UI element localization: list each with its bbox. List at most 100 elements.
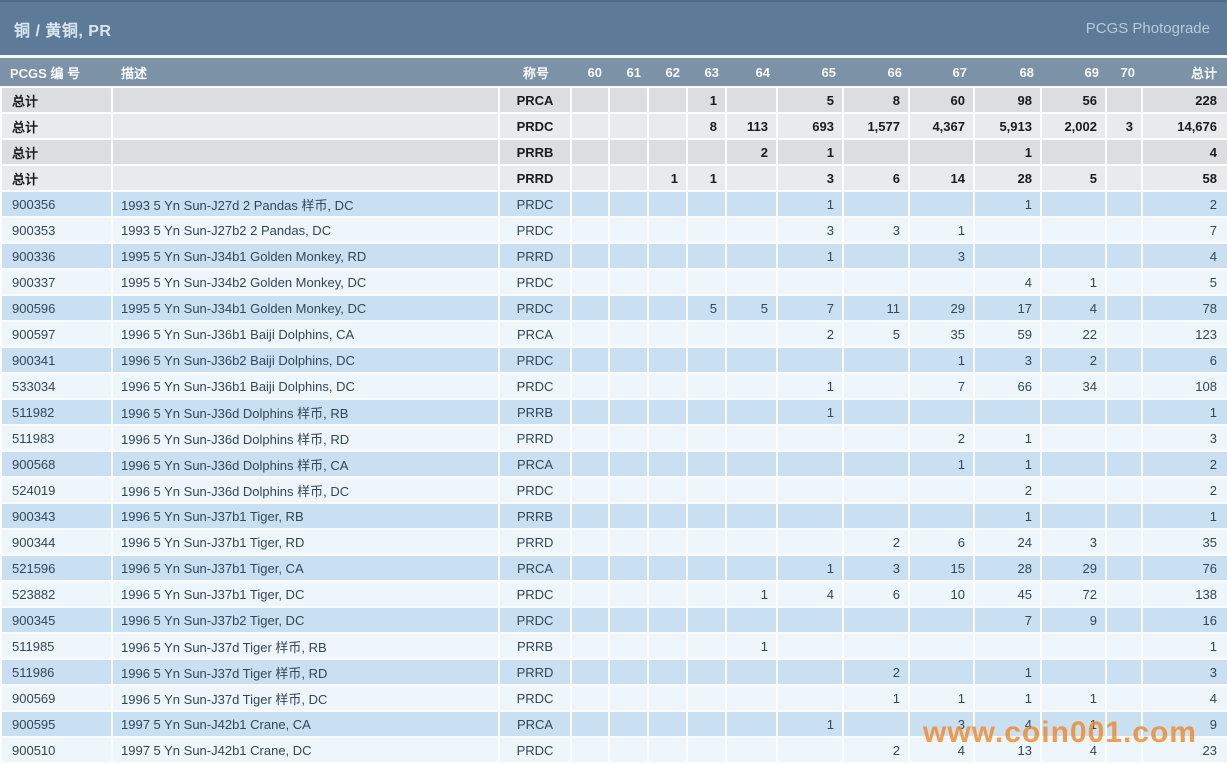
description-cell (113, 114, 500, 140)
designation-cell: PRDC (500, 270, 572, 296)
grade-67-cell: 1 (910, 348, 975, 374)
grade-64-cell (727, 478, 778, 504)
grade-65-cell (778, 270, 844, 296)
description-cell (113, 140, 500, 166)
grade-70-cell (1107, 270, 1143, 296)
summary-label: 总计 (0, 114, 113, 140)
pcgs-number-link[interactable]: 524019 (0, 478, 113, 504)
grade-64-cell (727, 166, 778, 192)
pcgs-number-link[interactable]: 900595 (0, 712, 113, 738)
grade-70-cell (1107, 686, 1143, 712)
grade-67-cell (910, 504, 975, 530)
page-title: 铜 / 黄铜, PR (14, 22, 112, 40)
pcgs-number-link[interactable]: 900345 (0, 608, 113, 634)
grade-69-cell: 3 (1042, 530, 1107, 556)
summary-label: 总计 (0, 140, 113, 166)
description-cell: 1993 5 Yn Sun-J27d 2 Pandas 样币, DC (113, 192, 500, 218)
grade-60-cell (572, 374, 610, 400)
grade-63-cell (688, 218, 727, 244)
grade-62-cell (649, 296, 688, 322)
pcgs-number-link[interactable]: 511983 (0, 426, 113, 452)
grade-60-cell (572, 712, 610, 738)
description-cell: 1996 5 Yn Sun-J36d Dolphins 样币, RB (113, 400, 500, 426)
grade-66-cell (844, 244, 910, 270)
grade-64-cell (727, 192, 778, 218)
total-cell: 228 (1143, 88, 1227, 114)
table-row: 900343 1996 5 Yn Sun-J37b1 Tiger, RB PRRB 1… (0, 504, 1227, 530)
grade-62-cell (649, 608, 688, 634)
grade-70-cell (1107, 400, 1143, 426)
pcgs-number-link[interactable]: 900343 (0, 504, 113, 530)
grade-66-cell (844, 426, 910, 452)
grade-62-cell (649, 114, 688, 140)
pcgs-number-link[interactable]: 900510 (0, 738, 113, 764)
table-row: 511983 1996 5 Yn Sun-J36d Dolphins 样币, RD… (0, 426, 1227, 452)
pcgs-number-link[interactable]: 511982 (0, 400, 113, 426)
pcgs-number-link[interactable]: 533034 (0, 374, 113, 400)
grade-60-cell (572, 114, 610, 140)
grade-64-cell (727, 88, 778, 114)
pcgs-number-link[interactable]: 900569 (0, 686, 113, 712)
total-cell: 6 (1143, 348, 1227, 374)
grade-68-cell: 1 (975, 660, 1042, 686)
pcgs-number-link[interactable]: 900353 (0, 218, 113, 244)
grade-67-cell: 4 (910, 738, 975, 764)
grade-67-cell: 7 (910, 374, 975, 400)
grade-68-cell: 2 (975, 478, 1042, 504)
grade-70-cell (1107, 218, 1143, 244)
grade-70-cell (1107, 660, 1143, 686)
pcgs-number-link[interactable]: 900341 (0, 348, 113, 374)
designation-cell: PRDC (500, 218, 572, 244)
grade-60-cell (572, 400, 610, 426)
pcgs-number-link[interactable]: 900597 (0, 322, 113, 348)
grade-66-cell: 1,577 (844, 114, 910, 140)
grade-61-cell (610, 478, 649, 504)
grade-61-cell (610, 556, 649, 582)
grade-64-cell: 1 (727, 634, 778, 660)
grade-62-cell (649, 634, 688, 660)
grade-68-cell: 7 (975, 608, 1042, 634)
pcgs-number-link[interactable]: 511985 (0, 634, 113, 660)
pcgs-photograde-link[interactable]: PCGS Photograde (1085, 20, 1210, 37)
pcgs-number-link[interactable]: 900337 (0, 270, 113, 296)
grade-62-cell (649, 140, 688, 166)
total-cell: 14,676 (1143, 114, 1227, 140)
grade-68-cell: 66 (975, 374, 1042, 400)
grade-69-cell (1042, 478, 1107, 504)
grade-66-cell (844, 504, 910, 530)
description-cell: 1996 5 Yn Sun-J36d Dolphins 样币, RD (113, 426, 500, 452)
grade-63-cell: 5 (688, 296, 727, 322)
grade-64-cell (727, 270, 778, 296)
grade-61-cell (610, 530, 649, 556)
grade-68-cell: 3 (975, 348, 1042, 374)
pcgs-number-link[interactable]: 900356 (0, 192, 113, 218)
total-cell: 138 (1143, 582, 1227, 608)
pcgs-number-link[interactable]: 900344 (0, 530, 113, 556)
grade-67-cell: 4,367 (910, 114, 975, 140)
description-cell: 1995 5 Yn Sun-J34b1 Golden Monkey, DC (113, 296, 500, 322)
summary-row: 总计 PRRD 1 1 3 6 14 28 5 58 (0, 166, 1227, 192)
grade-68-cell: 28 (975, 166, 1042, 192)
grade-63-cell (688, 322, 727, 348)
grade-61-cell (610, 192, 649, 218)
total-cell: 3 (1143, 660, 1227, 686)
grade-69-cell: 29 (1042, 556, 1107, 582)
grade-61-cell (610, 400, 649, 426)
grade-60-cell (572, 88, 610, 114)
designation-cell: PRRD (500, 244, 572, 270)
table-row: 900356 1993 5 Yn Sun-J27d 2 Pandas 样币, DC… (0, 192, 1227, 218)
column-header-63: 63 (688, 58, 727, 88)
grade-63-cell: 1 (688, 88, 727, 114)
pcgs-number-link[interactable]: 900336 (0, 244, 113, 270)
description-cell: 1996 5 Yn Sun-J36b1 Baiji Dolphins, DC (113, 374, 500, 400)
grade-62-cell: 1 (649, 166, 688, 192)
description-cell: 1996 5 Yn Sun-J37b1 Tiger, RB (113, 504, 500, 530)
pcgs-number-link[interactable]: 523882 (0, 582, 113, 608)
designation-cell: PRCA (500, 452, 572, 478)
pcgs-number-link[interactable]: 511986 (0, 660, 113, 686)
pcgs-number-link[interactable]: 900596 (0, 296, 113, 322)
grade-63-cell (688, 374, 727, 400)
pcgs-number-link[interactable]: 900568 (0, 452, 113, 478)
pcgs-number-link[interactable]: 521596 (0, 556, 113, 582)
designation-cell: PRCA (500, 88, 572, 114)
